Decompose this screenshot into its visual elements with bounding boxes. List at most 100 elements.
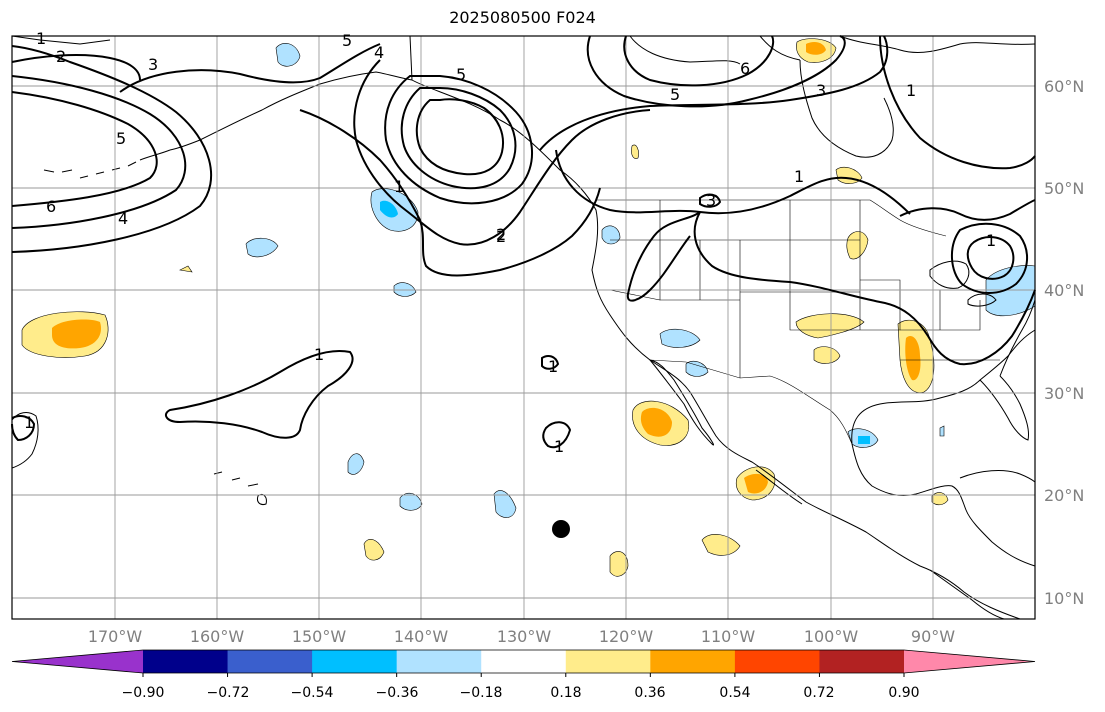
- contour-pacific-small-2: [542, 421, 572, 449]
- contour-label: 3: [816, 81, 826, 100]
- patch-sonora: [685, 360, 709, 377]
- hawaii: [213, 471, 267, 505]
- patch-arizona: [659, 328, 701, 348]
- patch-pacific-mid: [245, 237, 279, 258]
- baja-california: [648, 359, 715, 446]
- florida: [979, 375, 1029, 441]
- storm-center-marker: [552, 520, 570, 538]
- contour-label: 2: [56, 47, 66, 66]
- colorbar-segment: [819, 650, 905, 673]
- colorbar-tick-label: 0.36: [634, 685, 665, 701]
- great-lakes: [929, 260, 997, 307]
- contour-canada-5: [586, 35, 846, 108]
- contour-lines: [11, 35, 1036, 449]
- contour-west-3: [119, 43, 381, 93]
- colorbar-segment: [734, 650, 820, 673]
- lat-label: 50°N: [1044, 179, 1084, 198]
- contour-label: 5: [670, 85, 680, 104]
- colorbar-segment: [650, 650, 736, 673]
- contour-canada-1: [555, 149, 911, 215]
- state-lines-central: [789, 200, 901, 331]
- contour-alaska-low-1: [384, 75, 533, 205]
- contour-us-small: [699, 193, 722, 208]
- contour-label: 5: [342, 31, 352, 50]
- contour-label: 6: [46, 197, 56, 216]
- contour-label: 1: [36, 29, 46, 48]
- lon-label: 170°W: [88, 627, 143, 646]
- contour-label: 2: [496, 227, 506, 246]
- patch-gulf-alaska-core: [380, 200, 398, 218]
- colorbar-tick-labels: −0.90 −0.72 −0.54 −0.36 −0.18 0.18 0.36 …: [122, 685, 920, 701]
- patch-pacific-south: [609, 551, 629, 577]
- colorbar: [11, 649, 1036, 677]
- colorbar-segment: [143, 650, 229, 673]
- patch-yucatan: [931, 492, 949, 506]
- contour-canada-6: [623, 35, 775, 87]
- lon-label: 140°W: [394, 627, 449, 646]
- colorbar-segment: [481, 650, 567, 673]
- patch-texas-2: [813, 346, 841, 364]
- colorbar-segment: [565, 650, 651, 673]
- colorbar-extend-max: [904, 650, 1035, 673]
- patch-bc-small: [631, 144, 639, 159]
- patch-bering: [275, 43, 301, 67]
- lon-label: 130°W: [497, 627, 552, 646]
- contour-alaska-low-2: [400, 87, 517, 190]
- east-coast: [999, 299, 1036, 377]
- state-lines-west: [609, 200, 791, 378]
- patch-gulf-mexico-core: [858, 436, 870, 444]
- patch-pacific-west-core: [52, 319, 102, 349]
- colorbar-segment: [396, 650, 482, 673]
- lon-label: 100°W: [804, 627, 859, 646]
- colorbar-tick-label: −0.54: [291, 685, 334, 701]
- contour-label: 6: [740, 59, 750, 78]
- contour-east-1: [879, 35, 1036, 170]
- contour-west-4: [11, 45, 213, 253]
- patch-baja-core: [640, 407, 672, 437]
- contour-label: 1: [314, 345, 324, 364]
- lon-label: 150°W: [292, 627, 347, 646]
- coastlines: [11, 35, 1036, 620]
- grid-lines: [12, 36, 1035, 619]
- lon-label: 120°W: [599, 627, 654, 646]
- map-title: 2025080500 F024: [449, 8, 596, 27]
- contour-us-2: [626, 211, 701, 302]
- colorbar-tick-label: 0.18: [550, 685, 581, 701]
- kamchatka: [11, 412, 39, 469]
- cuba: [959, 470, 1036, 483]
- patch-mexico-west-core: [744, 473, 768, 494]
- patch-alberta-core: [806, 42, 826, 55]
- patch-plains: [846, 231, 869, 260]
- alaska-coast: [169, 71, 413, 151]
- lat-label: 40°N: [1044, 281, 1084, 300]
- lon-label: 110°W: [701, 627, 756, 646]
- us-canada-border: [596, 199, 947, 237]
- contour-label: 1: [24, 413, 34, 432]
- contour-west-6: [11, 91, 158, 207]
- colorbar-extend-min: [12, 650, 143, 673]
- colorbar-tick-label: −0.90: [122, 685, 165, 701]
- patch-small-blue: [939, 425, 945, 437]
- patch-texas: [795, 313, 865, 339]
- map-frame: [11, 35, 1036, 620]
- contour-label: 1: [394, 177, 404, 196]
- patch-oregon: [601, 225, 621, 245]
- contour-pacific-1: [164, 350, 354, 439]
- central-america: [929, 569, 1005, 620]
- contour-label-group: 1 2 3 5 4 2 3 5 6 4 5 1 2 5 6 3 1 1 1 1 …: [24, 29, 996, 456]
- state-lines-east: [900, 290, 1000, 361]
- contour-pacific-small-1: [541, 355, 560, 370]
- contour-label: 4: [118, 209, 128, 228]
- lat-label: 30°N: [1044, 384, 1084, 403]
- colorbar-tick-label: −0.36: [376, 685, 419, 701]
- contour-kamchatka-1: [11, 415, 36, 442]
- contour-east-low-1: [951, 222, 1028, 294]
- patch-hawaii-n: [347, 453, 365, 475]
- contour-label: 5: [456, 65, 466, 84]
- colorbar-segment: [312, 650, 398, 673]
- contour-label: 1: [794, 167, 804, 186]
- hudson-bay: [799, 59, 894, 158]
- patch-mississippi-core: [905, 336, 921, 381]
- contour-alaska-low-3: [415, 98, 504, 176]
- lat-label: 20°N: [1044, 486, 1084, 505]
